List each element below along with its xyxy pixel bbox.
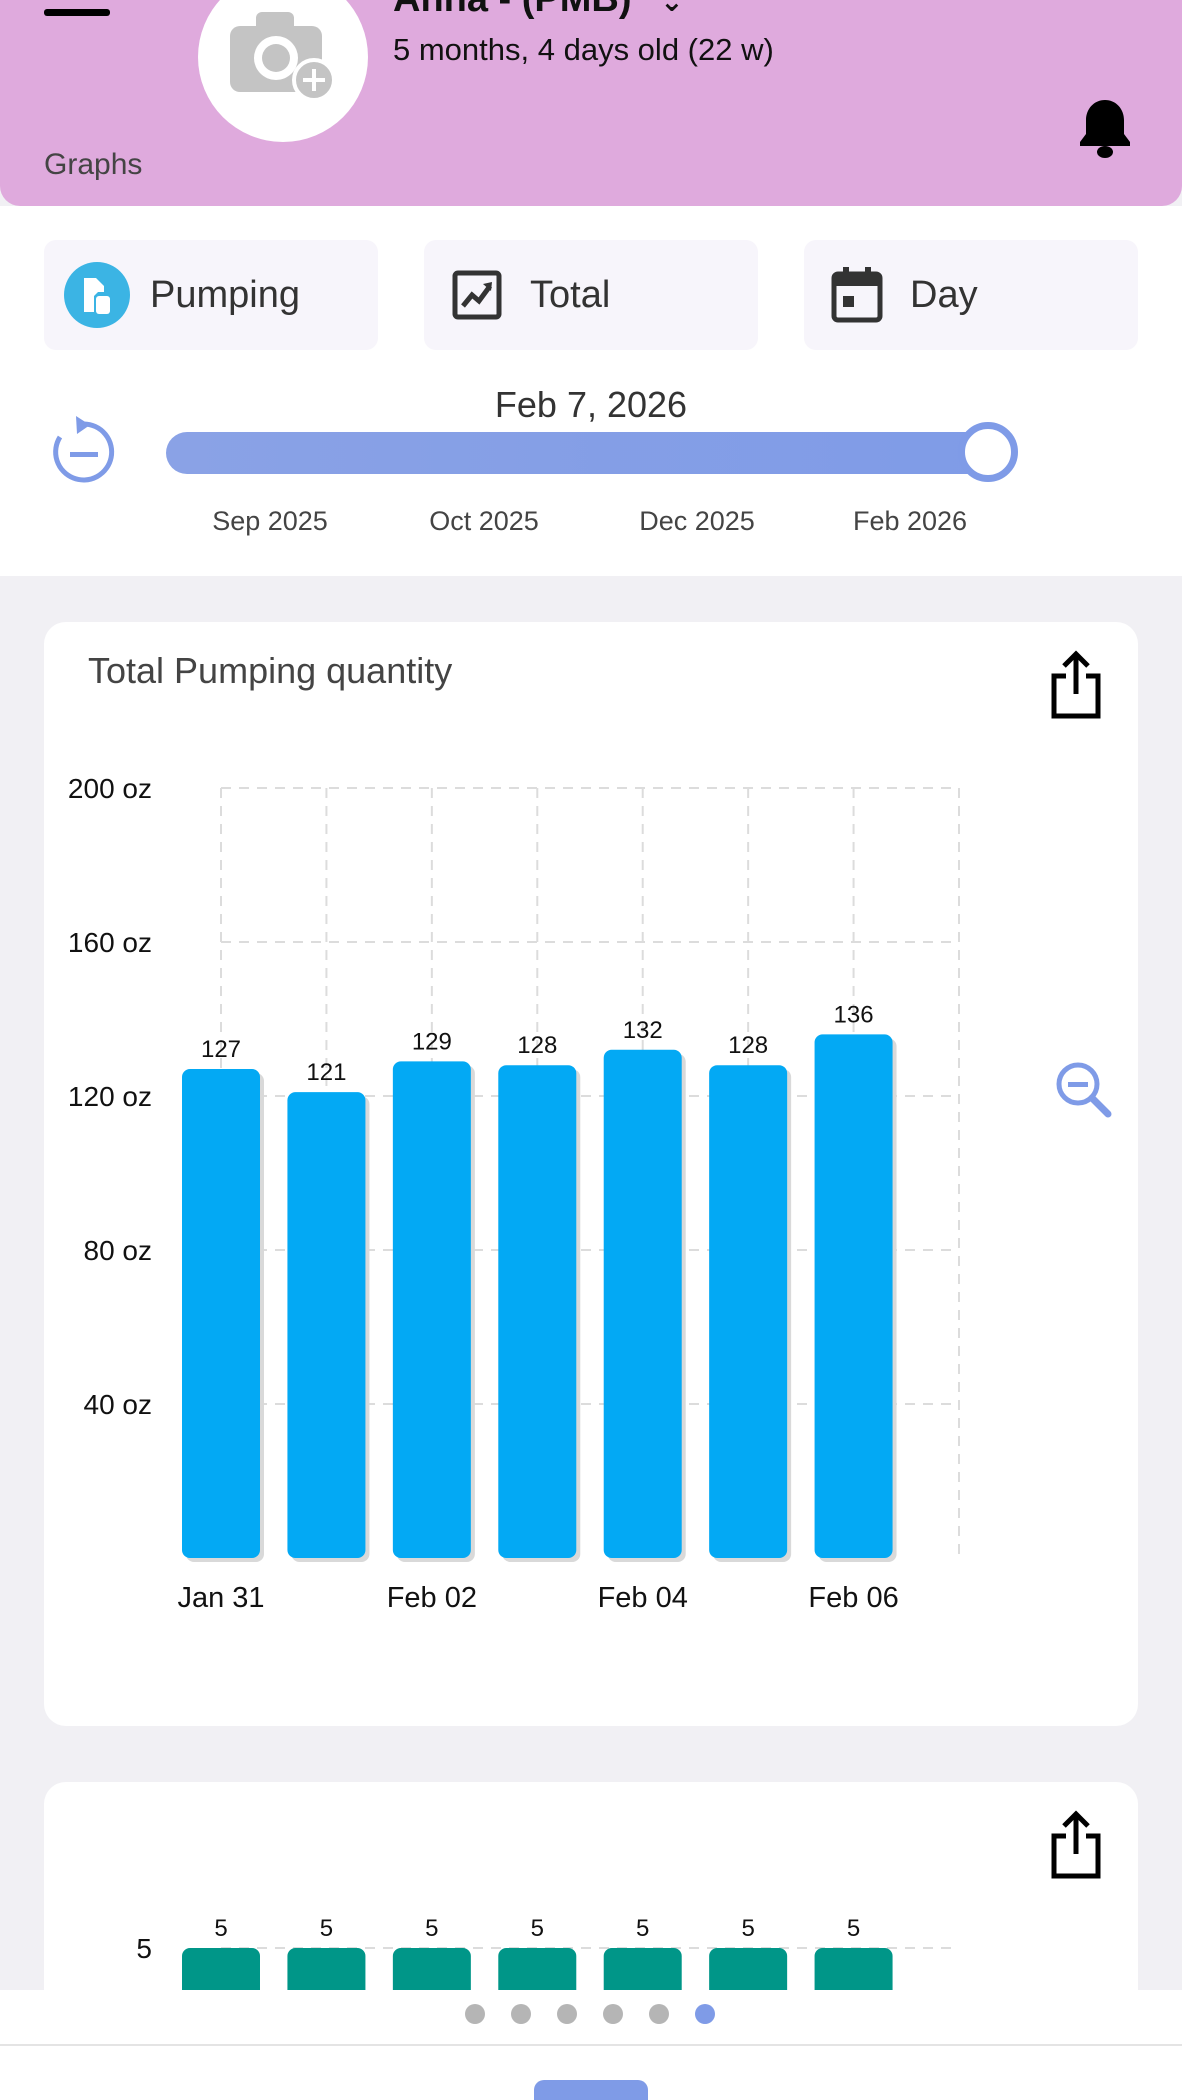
timeline-tick: Feb 2026	[852, 506, 968, 536]
bar[interactable]	[392, 1061, 471, 1558]
metric-selector[interactable]: Total	[424, 240, 758, 350]
bar-value-label: 136	[834, 1001, 874, 1028]
y-tick-label: 80 oz	[84, 1235, 153, 1266]
bottom-bar	[0, 2046, 1182, 2100]
timeline-slider-track[interactable]	[166, 432, 1012, 474]
period-label: Day	[910, 273, 978, 316]
share-icon[interactable]	[1048, 1810, 1104, 1880]
bottom-tab-indicator[interactable]	[534, 2080, 648, 2100]
pager-dot[interactable]	[649, 2004, 669, 2024]
bar-value-label: 5	[636, 1915, 649, 1942]
bar[interactable]	[603, 1049, 682, 1558]
baby-avatar-add-photo[interactable]	[198, 0, 368, 142]
pager-dot[interactable]	[695, 2004, 715, 2024]
bar-value-label: 5	[320, 1915, 333, 1942]
y-tick-label: 160 oz	[68, 927, 152, 958]
timeline-tick: Sep 2025	[212, 506, 328, 536]
pager-dot[interactable]	[603, 2004, 623, 2024]
bar-value-label: 5	[425, 1915, 438, 1942]
bar-value-label: 128	[517, 1032, 557, 1059]
timeline-slider-thumb[interactable]	[958, 422, 1018, 482]
timeline-tick: Oct 2025	[429, 506, 539, 536]
y-tick-label: 40 oz	[84, 1389, 153, 1420]
menu-icon[interactable]	[44, 0, 110, 26]
x-tick-label: Feb 02	[387, 1582, 477, 1614]
period-selector[interactable]: Day	[804, 240, 1138, 350]
bar-value-label: 5	[741, 1915, 754, 1942]
bar[interactable]	[287, 1092, 366, 1558]
bar-value-label: 121	[306, 1059, 346, 1086]
baby-name-selector[interactable]: Anna - (PMB) ⌄	[393, 0, 684, 21]
bar[interactable]	[182, 1069, 260, 1558]
baby-name: Anna - (PMB)	[393, 0, 632, 20]
baby-age: 5 months, 4 days old (22 w)	[393, 32, 774, 67]
zoom-out-icon[interactable]	[1054, 1060, 1112, 1118]
pager-dot[interactable]	[557, 2004, 577, 2024]
app-header: Anna - (PMB) ⌄ 5 months, 4 days old (22 …	[0, 0, 1182, 206]
pager-dot[interactable]	[511, 2004, 531, 2024]
bar-value-label: 129	[412, 1028, 452, 1055]
chart-title: Total Pumping quantity	[88, 650, 453, 691]
pumping-bar-chart: 40 oz 80 oz 120 oz 160 oz 200 oz 127 Jan 31 121…	[68, 773, 960, 1614]
bell-icon[interactable]	[1076, 96, 1134, 160]
divider	[0, 2044, 1182, 2046]
camera-add-icon	[230, 12, 336, 102]
reset-timeline-icon[interactable]	[46, 414, 122, 490]
activity-selector[interactable]: Pumping	[44, 240, 378, 350]
bar-value-label: 5	[214, 1915, 227, 1942]
bar[interactable]	[498, 1065, 577, 1558]
bar[interactable]	[709, 1065, 788, 1558]
bar-value-label: 128	[728, 1032, 768, 1059]
graph-controls: Pumping Total Day Feb 7, 2026	[0, 206, 1182, 576]
metric-label: Total	[530, 273, 611, 316]
calendar-icon	[824, 262, 890, 328]
page-title: Graphs	[44, 148, 143, 181]
x-tick-label: Feb 04	[598, 1582, 688, 1614]
y-tick-label: 200 oz	[68, 773, 152, 804]
x-tick-label: Jan 31	[177, 1582, 264, 1614]
pager-dot[interactable]	[465, 2004, 485, 2024]
y-tick-label: 120 oz	[68, 1081, 152, 1112]
bar[interactable]	[814, 1034, 893, 1558]
chevron-down-icon: ⌄	[660, 0, 684, 17]
share-icon[interactable]	[1048, 650, 1104, 720]
bar-value-label: 132	[623, 1017, 663, 1044]
x-tick-label: Feb 06	[808, 1582, 898, 1614]
bar-value-label: 127	[201, 1036, 241, 1063]
selected-date: Feb 7, 2026	[494, 384, 688, 425]
breast-pump-icon	[64, 262, 130, 328]
bar-value-label: 5	[531, 1915, 544, 1942]
timeline-tick: Dec 2025	[639, 506, 755, 536]
activity-label: Pumping	[150, 273, 300, 316]
y-tick-label: 5	[136, 1933, 152, 1964]
bar-value-label: 5	[847, 1915, 860, 1942]
pumping-quantity-card: Total Pumping quantity 40 oz 80 oz 120 oz 1…	[44, 622, 1138, 1726]
trend-chart-icon	[444, 262, 510, 328]
